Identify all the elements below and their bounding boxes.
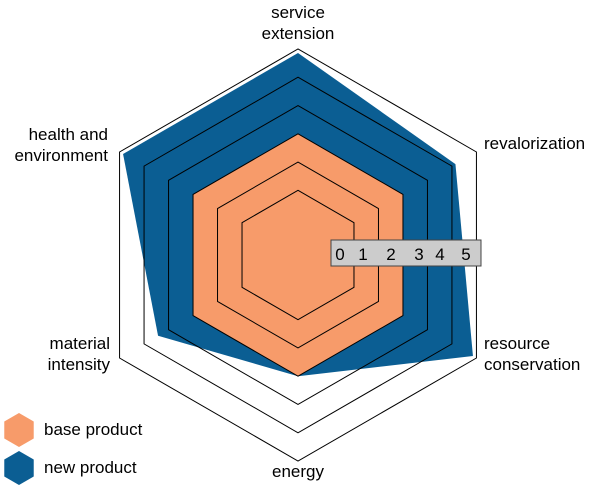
axis-label-service-extension: service extension [256, 2, 340, 44]
grid-ring-1 [217, 161, 379, 349]
axis-label-resource-conservation-line2: conservation [484, 355, 581, 374]
scale-tick-5: 5 [461, 245, 470, 264]
axis-label-service-extension-line2: extension [261, 24, 335, 43]
legend-label-base-product: base product [44, 420, 143, 439]
axis-label-health-and-environment: health and environment [4, 124, 108, 166]
scale-tick-2: 2 [386, 245, 395, 264]
legend-markers [4, 413, 34, 485]
axis-label-resource-conservation-line1: resource [484, 334, 551, 353]
axis-label-material-intensity-line2: intensity [47, 355, 110, 374]
series-layer [123, 53, 473, 377]
scale-tick-0: 0 [335, 245, 344, 264]
legend-label-new-product: new product [44, 458, 137, 477]
scale-tick-4: 4 [435, 245, 444, 264]
legend-item-base-product: base product [4, 416, 244, 446]
grid-ring-4 [143, 76, 453, 434]
axis-label-health-line1: health and [28, 125, 108, 144]
grid-layer [119, 48, 477, 462]
grid-ring-0 [241, 189, 355, 321]
axis-label-resource-conservation: resource conservation [484, 333, 580, 375]
axis-label-material-intensity-line1: material [49, 334, 110, 353]
legend-marker-new-product [4, 451, 34, 485]
legend-item-new-product: new product [4, 454, 244, 484]
axis-label-energy: energy [272, 462, 324, 481]
grid-ring-2 [192, 133, 404, 377]
series-area-base-product [193, 133, 403, 377]
axis-label-health-line2: environment [14, 146, 108, 165]
legend-marker-base-product [4, 413, 34, 447]
scale-tick-3: 3 [414, 245, 423, 264]
axis-label-service-extension-line1: service [271, 3, 325, 22]
axis-label-revalorization: revalorization [484, 134, 586, 153]
scale-box-bg [330, 239, 482, 267]
grid-ring-3 [168, 104, 428, 406]
grid-ring-5 [119, 48, 477, 462]
scale-tick-1: 1 [358, 245, 367, 264]
axis-label-material-intensity: material intensity [40, 333, 110, 375]
